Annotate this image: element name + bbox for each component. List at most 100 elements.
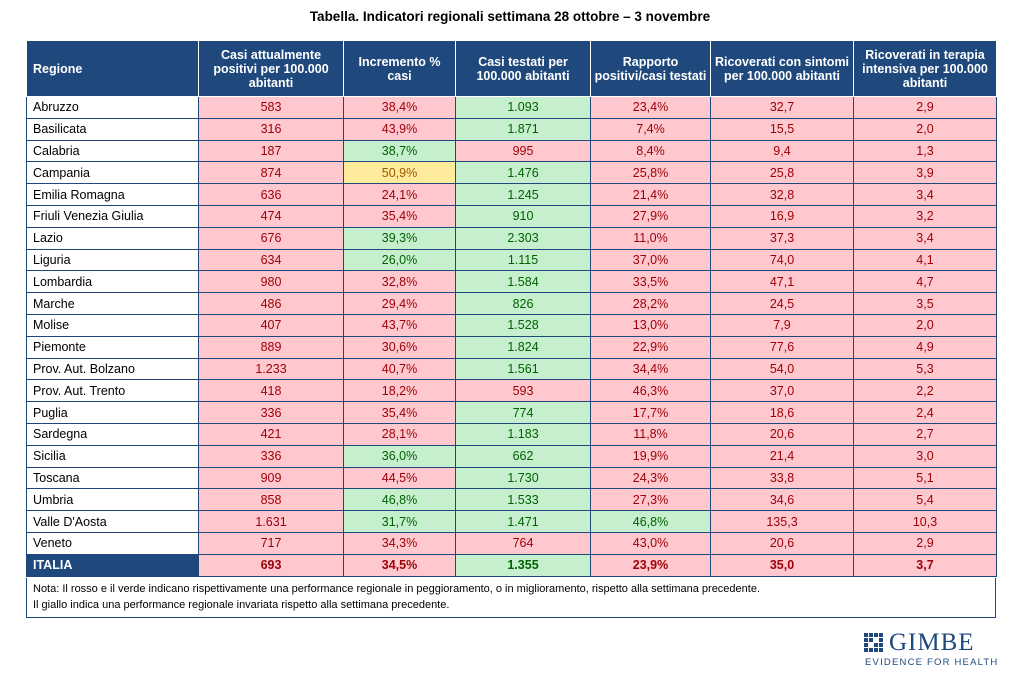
cell-rapporto: 23,9% xyxy=(590,553,711,577)
header-ricoverati-sintomi: Ricoverati con sintomi per 100.000 abita… xyxy=(710,40,854,97)
regional-indicators-table: Regione Casi attualmente positivi per 10… xyxy=(26,40,997,577)
cell-ricoverati-sintomi: 34,6 xyxy=(710,488,854,512)
cell-rapporto: 23,4% xyxy=(590,96,711,119)
cell-regione: Molise xyxy=(26,313,199,337)
cell-terapia-intensiva: 3,2 xyxy=(853,204,997,228)
table-row: Lazio 676 39,3% 2.303 11,0% 37,3 3,4 xyxy=(26,226,997,250)
table-row: Prov. Aut. Bolzano 1.233 40,7% 1.561 34,4% 54… xyxy=(26,357,997,381)
cell-casi-positivi: 418 xyxy=(198,379,344,403)
table-row: Veneto 717 34,3% 764 43,0% 20,6 2,9 xyxy=(26,531,997,555)
cell-terapia-intensiva: 4,7 xyxy=(853,270,997,294)
cell-ricoverati-sintomi: 7,9 xyxy=(710,313,854,337)
cell-casi-testati: 774 xyxy=(455,401,591,424)
cell-regione: Sardegna xyxy=(26,422,199,446)
cell-incremento: 29,4% xyxy=(343,292,456,315)
cell-incremento: 31,7% xyxy=(343,510,456,533)
cell-casi-testati: 1.183 xyxy=(455,422,591,446)
cell-casi-positivi: 980 xyxy=(198,270,344,294)
cell-incremento: 44,5% xyxy=(343,466,456,490)
cell-casi-testati: 1.871 xyxy=(455,117,591,141)
cell-rapporto: 43,0% xyxy=(590,531,711,555)
total-row: ITALIA 693 34,5% 1.355 23,9% 35,0 3,7 xyxy=(26,553,997,577)
cell-ricoverati-sintomi: 37,0 xyxy=(710,379,854,403)
cell-ricoverati-sintomi: 18,6 xyxy=(710,401,854,424)
cell-rapporto: 7,4% xyxy=(590,117,711,141)
cell-terapia-intensiva: 4,1 xyxy=(853,248,997,272)
cell-ricoverati-sintomi: 33,8 xyxy=(710,466,854,490)
cell-regione: Marche xyxy=(26,292,199,315)
cell-terapia-intensiva: 2,9 xyxy=(853,531,997,555)
cell-regione: Toscana xyxy=(26,466,199,490)
note-line-2: Il giallo indica una performance regiona… xyxy=(33,599,450,611)
cell-incremento: 18,2% xyxy=(343,379,456,403)
cell-ricoverati-sintomi: 32,8 xyxy=(710,183,854,206)
cell-regione: Emilia Romagna xyxy=(26,183,199,206)
cell-rapporto: 46,3% xyxy=(590,379,711,403)
cell-rapporto: 11,8% xyxy=(590,422,711,446)
cell-incremento: 46,8% xyxy=(343,488,456,512)
cell-ricoverati-sintomi: 135,3 xyxy=(710,510,854,533)
cell-rapporto: 28,2% xyxy=(590,292,711,315)
cell-casi-testati: 1.245 xyxy=(455,183,591,206)
cell-regione: Sicilia xyxy=(26,444,199,468)
cell-regione: Piemonte xyxy=(26,335,199,359)
header-casi-testati: Casi testati per 100.000 abitanti xyxy=(455,40,591,97)
cell-rapporto: 34,4% xyxy=(590,357,711,381)
cell-incremento: 28,1% xyxy=(343,422,456,446)
cell-casi-testati: 1.561 xyxy=(455,357,591,381)
cell-ricoverati-sintomi: 16,9 xyxy=(710,204,854,228)
cell-terapia-intensiva: 2,9 xyxy=(853,96,997,119)
cell-casi-positivi: 407 xyxy=(198,313,344,337)
cell-casi-testati: 910 xyxy=(455,204,591,228)
cell-casi-testati: 1.476 xyxy=(455,161,591,185)
cell-incremento: 26,0% xyxy=(343,248,456,272)
table-row: Basilicata 316 43,9% 1.871 7,4% 15,5 2,0 xyxy=(26,117,997,141)
table-row: Sicilia 336 36,0% 662 19,9% 21,4 3,0 xyxy=(26,444,997,468)
cell-casi-testati: 1.528 xyxy=(455,313,591,337)
cell-regione: Campania xyxy=(26,161,199,185)
cell-incremento: 40,7% xyxy=(343,357,456,381)
cell-incremento: 34,5% xyxy=(343,553,456,577)
cell-regione: Lombardia xyxy=(26,270,199,294)
cell-terapia-intensiva: 2,7 xyxy=(853,422,997,446)
cell-regione: Calabria xyxy=(26,139,199,163)
cell-ricoverati-sintomi: 77,6 xyxy=(710,335,854,359)
cell-rapporto: 13,0% xyxy=(590,313,711,337)
cell-casi-positivi: 634 xyxy=(198,248,344,272)
cell-casi-testati: 1.730 xyxy=(455,466,591,490)
cell-terapia-intensiva: 3,4 xyxy=(853,183,997,206)
cell-ricoverati-sintomi: 37,3 xyxy=(710,226,854,250)
cell-ricoverati-sintomi: 24,5 xyxy=(710,292,854,315)
cell-incremento: 30,6% xyxy=(343,335,456,359)
cell-terapia-intensiva: 2,2 xyxy=(853,379,997,403)
table-row: Liguria 634 26,0% 1.115 37,0% 74,0 4,1 xyxy=(26,248,997,272)
table-row: Abruzzo 583 38,4% 1.093 23,4% 32,7 2,9 xyxy=(26,96,997,119)
cell-incremento: 24,1% xyxy=(343,183,456,206)
cell-rapporto: 33,5% xyxy=(590,270,711,294)
cell-rapporto: 19,9% xyxy=(590,444,711,468)
cell-terapia-intensiva: 2,0 xyxy=(853,117,997,141)
cell-casi-positivi: 421 xyxy=(198,422,344,446)
cell-regione: Valle D'Aosta xyxy=(26,510,199,533)
cell-casi-positivi: 693 xyxy=(198,553,344,577)
cell-casi-testati: 1.824 xyxy=(455,335,591,359)
cell-terapia-intensiva: 2,0 xyxy=(853,313,997,337)
cell-casi-positivi: 909 xyxy=(198,466,344,490)
cell-casi-testati: 1.533 xyxy=(455,488,591,512)
cell-casi-testati: 1.584 xyxy=(455,270,591,294)
cell-casi-testati: 593 xyxy=(455,379,591,403)
cell-incremento: 38,4% xyxy=(343,96,456,119)
cell-casi-positivi: 486 xyxy=(198,292,344,315)
cell-incremento: 50,9% xyxy=(343,161,456,185)
logo-tagline: EVIDENCE FOR HEALTH xyxy=(865,657,999,668)
cell-casi-testati: 662 xyxy=(455,444,591,468)
cell-ricoverati-sintomi: 21,4 xyxy=(710,444,854,468)
table-row: Campania 874 50,9% 1.476 25,8% 25,8 3,9 xyxy=(26,161,997,185)
gimbe-grid-logo-icon xyxy=(864,633,883,652)
cell-casi-testati: 995 xyxy=(455,139,591,163)
cell-casi-positivi: 676 xyxy=(198,226,344,250)
cell-ricoverati-sintomi: 20,6 xyxy=(710,531,854,555)
cell-regione: Puglia xyxy=(26,401,199,424)
cell-terapia-intensiva: 1,3 xyxy=(853,139,997,163)
header-terapia-intensiva: Ricoverati in terapia intensiva per 100.… xyxy=(853,40,997,97)
